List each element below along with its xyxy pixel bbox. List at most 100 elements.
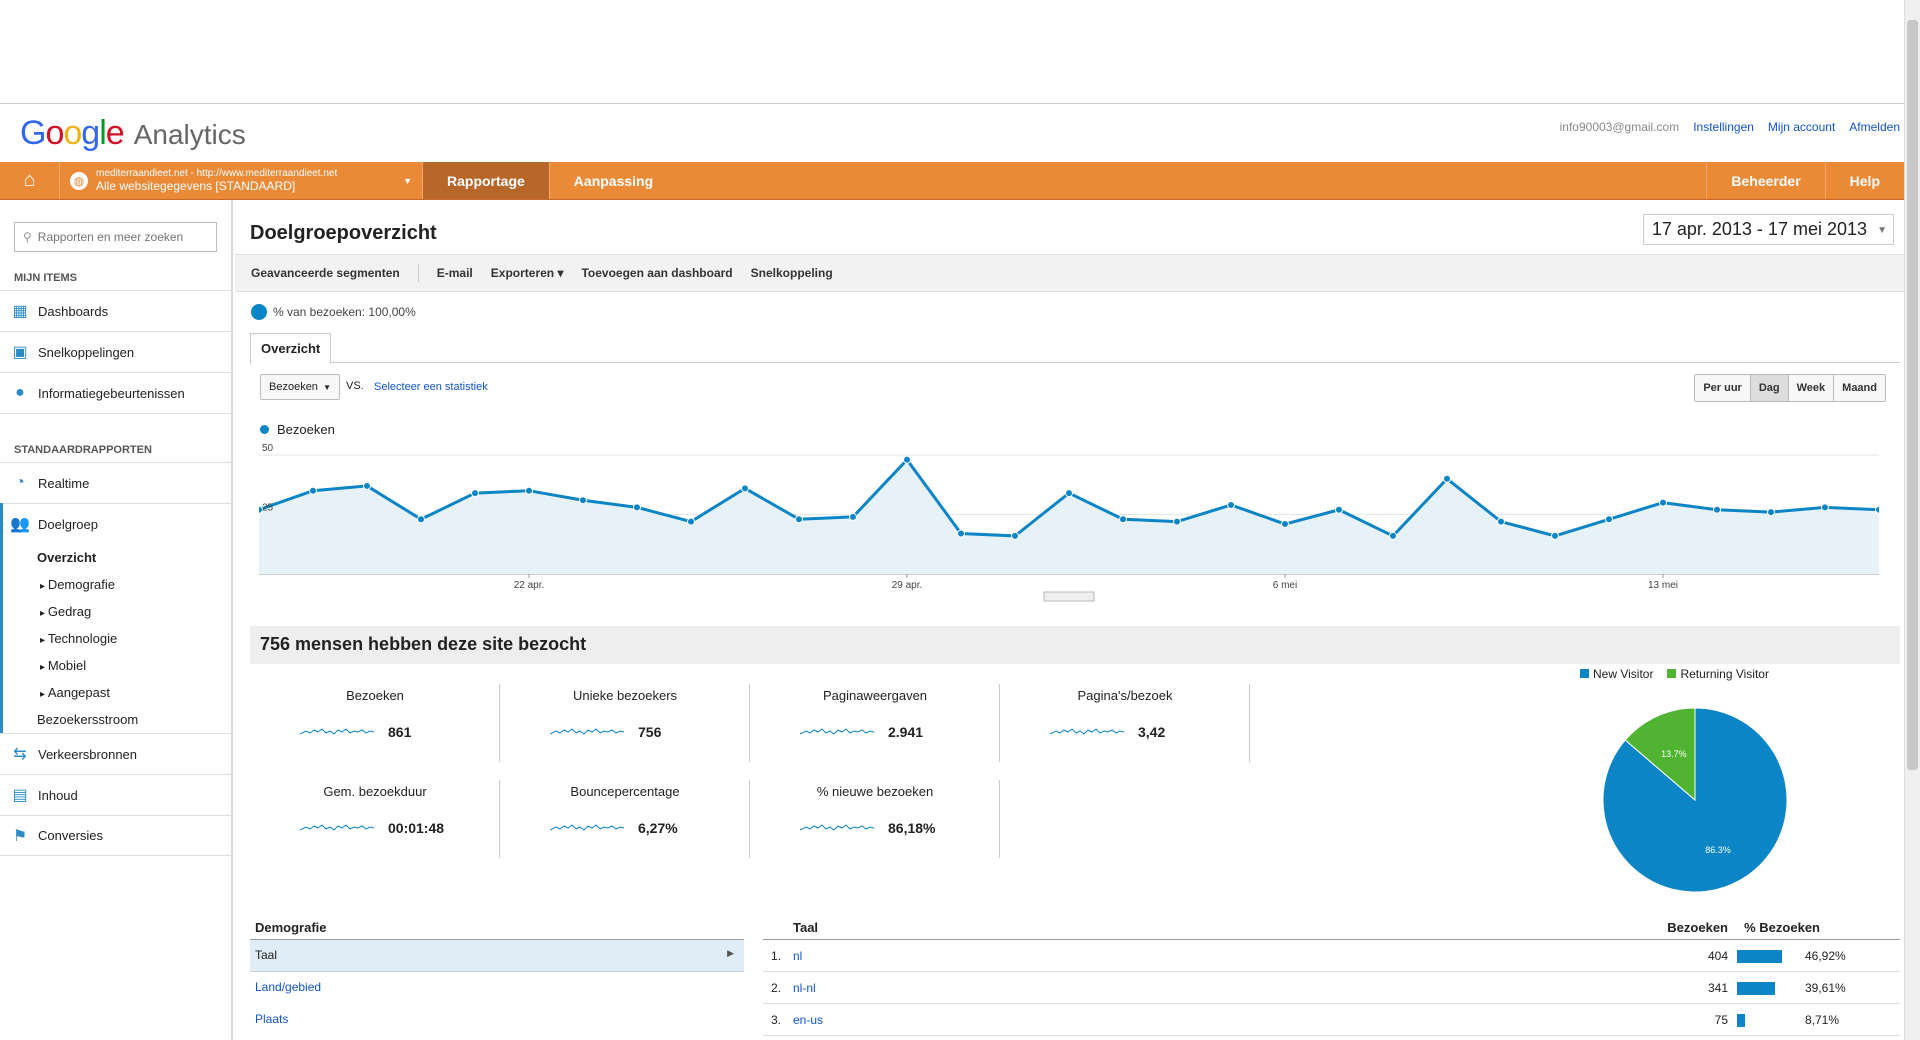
data-point[interactable] <box>1497 517 1505 526</box>
sidebar-item-realtime[interactable]: ◔ Realtime <box>0 462 231 503</box>
visitor-pie-chart[interactable]: 86.3% 13.7% <box>1595 700 1795 905</box>
data-point[interactable] <box>1551 531 1559 540</box>
data-point[interactable] <box>471 489 479 498</box>
data-point[interactable] <box>1281 520 1289 529</box>
data-point[interactable] <box>309 486 317 495</box>
sidebar-item-content[interactable]: ▤ Inhoud <box>0 774 231 815</box>
date-range-picker[interactable]: 17 apr. 2013 - 17 mei 2013 ▼ <box>1642 214 1894 245</box>
tab-help[interactable]: Help <box>1824 162 1904 199</box>
kpi-label: Gem. bezoekduur <box>323 784 427 799</box>
data-point[interactable] <box>849 512 857 521</box>
data-point[interactable] <box>1173 517 1181 526</box>
data-point[interactable] <box>1605 515 1613 524</box>
data-point[interactable] <box>741 484 749 493</box>
data-point[interactable] <box>1065 489 1073 498</box>
email-button[interactable]: E-mail <box>436 266 473 280</box>
shortcut-button[interactable]: Snelkoppeling <box>750 266 833 280</box>
kpi-card[interactable]: Paginaweergaven 2.941 <box>750 684 1000 762</box>
data-point[interactable] <box>903 455 911 464</box>
kpi-sparkline <box>1050 728 1125 735</box>
sidebar-sub-technology[interactable]: Technologie <box>3 625 231 652</box>
data-point[interactable] <box>795 515 803 524</box>
sidebar-item-audience[interactable]: 👥 Doelgroep <box>3 503 231 544</box>
data-point[interactable] <box>1713 505 1721 514</box>
sidebar-item-traffic[interactable]: ⇆ Verkeersbronnen <box>0 733 231 774</box>
demographics-country[interactable]: Land/gebied <box>255 980 322 994</box>
home-icon[interactable]: ⌂ <box>0 162 60 199</box>
add-to-dashboard-button[interactable]: Toevoegen aan dashboard <box>581 266 733 280</box>
granularity-hourly[interactable]: Per uur <box>1695 375 1750 401</box>
data-point[interactable] <box>1659 498 1667 507</box>
search-input[interactable] <box>37 230 208 244</box>
select-statistic-link[interactable]: Selecteer een statistiek <box>374 381 488 393</box>
sidebar-item-intelligence[interactable]: ● Informatiegebeurtenissen <box>0 372 231 413</box>
sidebar-sub-custom[interactable]: Aangepast <box>3 679 231 706</box>
sidebar-sub-mobile[interactable]: Mobiel <box>3 652 231 679</box>
metric-select[interactable]: Bezoeken ▼ <box>260 374 340 400</box>
language-link[interactable]: nl <box>793 949 803 963</box>
kpi-card[interactable]: Gem. bezoekduur 00:01:48 <box>250 780 500 858</box>
sidebar-item-conversions[interactable]: ⚑ Conversies <box>0 815 231 856</box>
sidebar-sub-demographics[interactable]: Demografie <box>3 571 231 598</box>
sidebar-item-dashboards[interactable]: ▦ Dashboards <box>0 290 231 331</box>
my-account-link[interactable]: Mijn account <box>1767 120 1836 134</box>
report-search[interactable]: ⚲ <box>14 222 217 252</box>
pie-slice[interactable] <box>1624 707 1696 802</box>
advanced-segments-button[interactable]: Geavanceerde segmenten <box>251 266 400 280</box>
summary-heading: 756 mensen hebben deze site bezocht <box>250 626 1900 664</box>
demographics-city[interactable]: Plaats <box>255 1012 289 1026</box>
sidebar-sub-behavior[interactable]: Gedrag <box>3 598 231 625</box>
tab-overview[interactable]: Overzicht <box>250 333 332 364</box>
kpi-card[interactable]: Unieke bezoekers 756 <box>500 684 750 762</box>
kpi-card[interactable]: Bouncepercentage 6,27% <box>500 780 750 858</box>
visits-chart[interactable]: 25 50 22 apr. 29 apr. 6 mei 13 mei <box>255 440 1883 615</box>
data-point[interactable] <box>1767 508 1775 517</box>
export-button[interactable]: Exporteren ▾ <box>490 266 564 280</box>
kpi-card[interactable]: Bezoeken 861 <box>250 684 500 762</box>
data-point[interactable] <box>1227 500 1235 509</box>
data-point[interactable] <box>579 496 587 505</box>
tab-admin[interactable]: Beheerder <box>1706 162 1824 199</box>
sidebar-sub-overview[interactable]: Overzicht <box>37 550 97 565</box>
granularity-day[interactable]: Dag <box>1749 375 1788 401</box>
pie-legend-returning: Returning Visitor <box>1667 667 1769 681</box>
language-link[interactable]: en-us <box>793 1013 824 1027</box>
page-title: Doelgroepoverzicht <box>250 222 437 244</box>
logout-link[interactable]: Afmelden <box>1849 120 1900 134</box>
kpi-grid: Bezoeken 861 Unieke bezoekers 756 Paginaweer… <box>250 684 1270 884</box>
kpi-card[interactable]: % nieuwe bezoeken 86,18% <box>750 780 1000 858</box>
chart-resize-handle[interactable] <box>1043 591 1095 602</box>
tab-reporting[interactable]: Rapportage <box>422 162 549 199</box>
account-selector[interactable]: ◍ mediterraandieet.net - http://www.medi… <box>60 162 422 199</box>
data-point[interactable] <box>1119 515 1127 524</box>
segment-pie-icon <box>251 304 267 320</box>
data-point[interactable] <box>687 517 695 526</box>
sidebar-item-shortcuts[interactable]: ▣ Snelkoppelingen <box>0 331 231 372</box>
data-point[interactable] <box>1389 531 1397 540</box>
data-point[interactable] <box>1335 505 1343 514</box>
visitor-pie-svg[interactable]: 86.3% 13.7% <box>1595 700 1795 900</box>
language-link[interactable]: nl-nl <box>793 981 816 995</box>
kpi-value: 6,27% <box>638 820 678 836</box>
settings-link[interactable]: Instellingen <box>1693 120 1754 134</box>
visits-line-chart[interactable]: 25 50 22 apr. 29 apr. 6 mei 13 mei <box>255 440 1883 610</box>
data-point[interactable] <box>417 515 425 524</box>
granularity-month[interactable]: Maand <box>1833 375 1885 401</box>
data-point[interactable] <box>1443 474 1451 483</box>
kpi-card[interactable]: Pagina's/bezoek 3,42 <box>1000 684 1250 762</box>
demographics-language[interactable]: Taal ▶ <box>250 940 744 972</box>
scrollbar-thumb[interactable] <box>1907 20 1918 770</box>
granularity-week[interactable]: Week <box>1787 375 1834 401</box>
data-point[interactable] <box>1875 505 1883 514</box>
data-point[interactable] <box>633 503 641 512</box>
data-point[interactable] <box>525 486 533 495</box>
data-point[interactable] <box>957 529 965 538</box>
data-point[interactable] <box>1011 531 1019 540</box>
data-point[interactable] <box>1821 503 1829 512</box>
google-analytics-logo[interactable]: Google Analytics <box>20 114 246 152</box>
pie-slice[interactable] <box>1602 707 1788 893</box>
sidebar-sub-visitors-flow[interactable]: Bezoekersstroom <box>37 712 139 727</box>
data-point[interactable] <box>363 481 371 490</box>
tab-customization[interactable]: Aanpassing <box>548 162 677 199</box>
page-scrollbar[interactable] <box>1904 0 1920 1040</box>
